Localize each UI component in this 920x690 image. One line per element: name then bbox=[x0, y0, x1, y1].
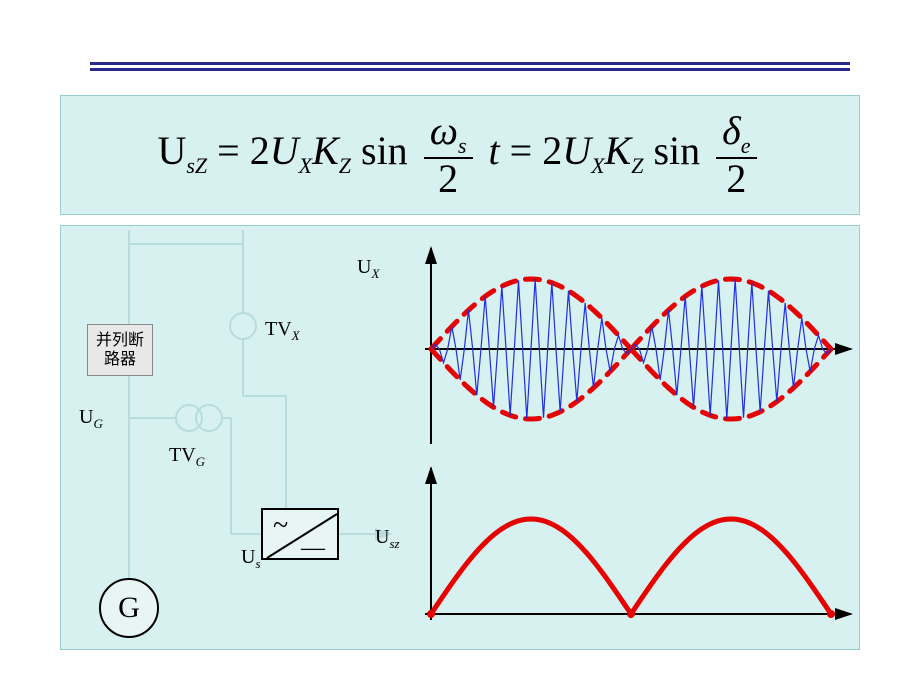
eq-U1: U bbox=[270, 128, 299, 173]
equation-panel: UsZ = 2UXKZ sin ωs 2 t = 2UXKZ sin δe 2 bbox=[60, 95, 860, 215]
eq-U2: U bbox=[562, 128, 591, 173]
diagram-panel: 并列断 路器 ~ — G UX TVX UG TVG Us bbox=[60, 225, 860, 650]
breaker-box: 并列断 路器 bbox=[87, 324, 153, 376]
eq-lhs-sub: sZ bbox=[186, 153, 207, 178]
eq-frac2: δe 2 bbox=[716, 111, 756, 199]
eq-2b: 2 bbox=[542, 128, 562, 173]
eq-sin1: sin bbox=[361, 128, 408, 173]
generator-symbol: G bbox=[99, 578, 159, 638]
eq-Ksub2: Z bbox=[631, 153, 643, 178]
rectifier-ac-label: ~ bbox=[273, 510, 288, 542]
equation: UsZ = 2UXKZ sin ωs 2 t = 2UXKZ sin δe 2 bbox=[157, 111, 762, 199]
eq-eq2: = bbox=[510, 128, 543, 173]
eq-lhs: U bbox=[157, 128, 186, 173]
label-Usz: Usz bbox=[375, 526, 400, 552]
eq-K2: K bbox=[605, 128, 632, 173]
rectifier-box: ~ — bbox=[261, 508, 339, 560]
eq-den2: 2 bbox=[720, 159, 752, 199]
eq-Usub2: X bbox=[591, 153, 604, 178]
eq-sin2: sin bbox=[653, 128, 700, 173]
eq-delta-sub: e bbox=[741, 133, 751, 158]
label-Us: Us bbox=[241, 546, 261, 572]
eq-eq1: = bbox=[217, 128, 250, 173]
slide-root: UsZ = 2UXKZ sin ωs 2 t = 2UXKZ sin δe 2 … bbox=[0, 0, 920, 690]
eq-omega-sub: s bbox=[458, 133, 467, 158]
eq-omega: ω bbox=[430, 108, 458, 153]
eq-Ksub1: Z bbox=[339, 153, 351, 178]
eq-Usub1: X bbox=[299, 153, 312, 178]
generator-label: G bbox=[118, 591, 140, 625]
breaker-label-2: 路器 bbox=[92, 350, 148, 369]
label-UG: UG bbox=[79, 406, 103, 432]
eq-K1: K bbox=[312, 128, 339, 173]
rule-top-2 bbox=[90, 68, 850, 71]
eq-2a: 2 bbox=[250, 128, 270, 173]
eq-delta: δ bbox=[722, 108, 741, 153]
rectifier-dc-label: — bbox=[301, 535, 325, 562]
breaker-label-1: 并列断 bbox=[92, 331, 148, 350]
label-TVG: TVG bbox=[169, 444, 205, 470]
eq-frac1: ωs 2 bbox=[424, 111, 473, 199]
eq-t: t bbox=[489, 128, 500, 173]
diagram-svg bbox=[61, 226, 861, 651]
label-TVx: TVX bbox=[265, 318, 300, 344]
eq-den1: 2 bbox=[432, 159, 464, 199]
label-Ux: UX bbox=[357, 256, 379, 282]
rule-top-1 bbox=[90, 62, 850, 65]
